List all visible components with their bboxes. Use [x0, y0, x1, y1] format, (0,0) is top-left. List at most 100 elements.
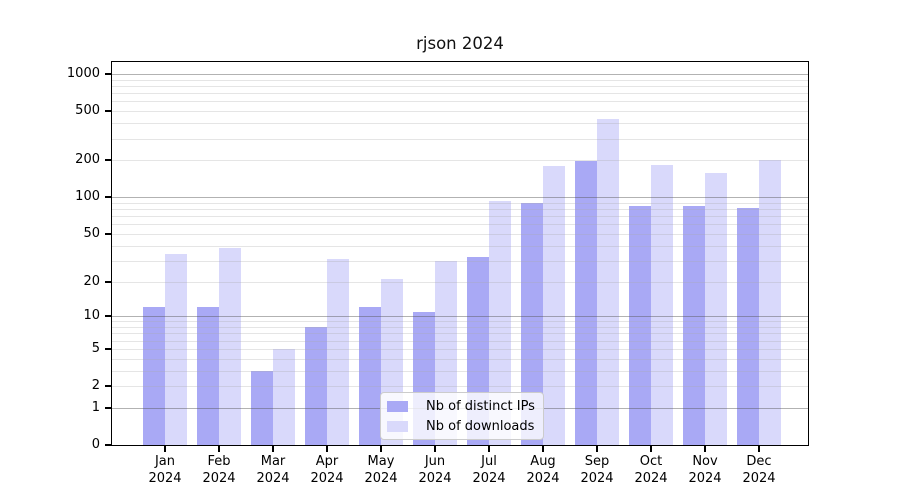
bar-distinct-ips	[197, 307, 219, 445]
y-tick-label: 50	[83, 225, 100, 241]
y-tick-label: 10	[83, 308, 100, 324]
x-tick-mark	[758, 446, 760, 452]
gridline-minor	[112, 209, 808, 211]
x-tick-mark	[272, 446, 274, 452]
x-tick-mark	[704, 446, 706, 452]
x-tick-mark	[326, 446, 328, 452]
bar-distinct-ips	[737, 208, 759, 445]
y-tick-mark	[105, 232, 112, 235]
y-tick-label: 2	[91, 378, 100, 393]
bar-downloads	[651, 164, 673, 445]
gridline-minor	[112, 340, 808, 342]
x-tick-mark	[380, 446, 382, 452]
gridline-minor	[112, 111, 808, 113]
gridline-minor	[112, 245, 808, 247]
x-tick-mark	[542, 446, 544, 452]
x-tick-mark	[434, 446, 436, 452]
gridline-minor	[112, 281, 808, 283]
y-tick-mark	[105, 385, 112, 387]
gridline-minor	[112, 358, 808, 360]
legend-swatch-downloads	[387, 420, 408, 432]
bar-distinct-ips	[629, 206, 651, 445]
gridline-minor	[112, 160, 808, 162]
y-tick-label: 20	[83, 273, 100, 289]
y-tick-label: 100	[75, 189, 100, 205]
y-tick-label: 500	[75, 103, 100, 119]
bar-distinct-ips	[251, 370, 273, 445]
y-tick-mark	[105, 196, 112, 199]
bar-downloads	[543, 165, 565, 445]
x-tick-label: Apr 2024	[310, 454, 344, 486]
x-tick-label: Dec 2024	[742, 454, 776, 486]
y-tick-label: 0	[91, 437, 100, 452]
bar-distinct-ips	[143, 307, 165, 445]
y-tick-label: 200	[75, 152, 100, 168]
gridline-minor	[112, 101, 808, 103]
y-tick-mark	[105, 73, 112, 75]
bar-downloads	[759, 160, 781, 445]
x-tick-mark	[218, 446, 220, 452]
gridline-minor	[112, 224, 808, 226]
y-tick-mark	[105, 444, 112, 446]
bar-downloads	[327, 258, 349, 445]
y-tick-mark	[105, 406, 112, 409]
y-tick-mark	[105, 315, 112, 318]
gridline-minor	[112, 333, 808, 335]
x-tick-label: May 2024	[364, 454, 398, 486]
bar-downloads	[489, 201, 511, 445]
gridline-minor	[112, 327, 808, 328]
bar-downloads	[273, 348, 295, 445]
x-tick-label: Jun 2024	[418, 454, 452, 486]
x-tick-mark	[596, 446, 598, 452]
y-tick-mark	[105, 347, 112, 350]
gridline-minor	[112, 138, 808, 140]
legend-swatch-distinct-ips	[387, 400, 408, 412]
y-tick-mark	[105, 280, 112, 283]
y-tick-mark	[105, 159, 112, 162]
gridline-major	[112, 197, 808, 199]
bar-downloads	[219, 248, 241, 445]
bar-downloads	[705, 172, 727, 445]
gridline-minor	[112, 348, 808, 350]
plot-area	[112, 62, 808, 445]
gridline-minor	[112, 386, 808, 387]
bar-distinct-ips	[683, 205, 705, 445]
gridline-minor	[112, 93, 808, 95]
gridline-minor	[112, 202, 808, 204]
x-tick-label: Oct 2024	[634, 454, 668, 486]
x-tick-label: Feb 2024	[202, 454, 236, 486]
x-tick-mark	[164, 446, 166, 452]
bar-downloads	[165, 254, 187, 445]
legend-item-distinct-ips: Nb of distinct IPs	[387, 398, 535, 414]
legend-label: Nb of distinct IPs	[426, 398, 535, 414]
gridline-minor	[112, 370, 808, 372]
x-tick-mark	[488, 446, 490, 452]
gridline-major	[112, 74, 808, 75]
y-tick-mark	[105, 110, 112, 113]
bar-distinct-ips	[521, 203, 543, 445]
x-tick-label: Mar 2024	[256, 454, 290, 486]
bar-distinct-ips	[575, 161, 597, 445]
x-tick-label: Aug 2024	[526, 454, 560, 486]
bar-distinct-ips	[305, 327, 327, 445]
y-tick-label: 1	[91, 399, 100, 415]
gridline-minor	[112, 123, 808, 125]
bar-distinct-ips	[359, 307, 381, 445]
x-tick-label: Jan 2024	[148, 454, 182, 486]
gridline-minor	[112, 85, 808, 87]
gridline-minor	[112, 79, 808, 81]
legend-label: Nb of downloads	[426, 418, 535, 434]
x-tick-label: Jul 2024	[472, 454, 506, 486]
gridline-minor	[112, 216, 808, 218]
x-tick-label: Sep 2024	[580, 454, 614, 486]
gridline-minor	[112, 260, 808, 262]
y-tick-label: 5	[91, 340, 100, 356]
x-tick-mark	[650, 446, 652, 452]
y-tick-label: 1000	[66, 66, 100, 81]
chart-title: rjson 2024	[416, 34, 504, 53]
bar-downloads	[597, 119, 619, 445]
legend: Nb of distinct IPs Nb of downloads	[380, 392, 544, 440]
x-tick-label: Nov 2024	[688, 454, 722, 486]
gridline-minor	[112, 233, 808, 235]
